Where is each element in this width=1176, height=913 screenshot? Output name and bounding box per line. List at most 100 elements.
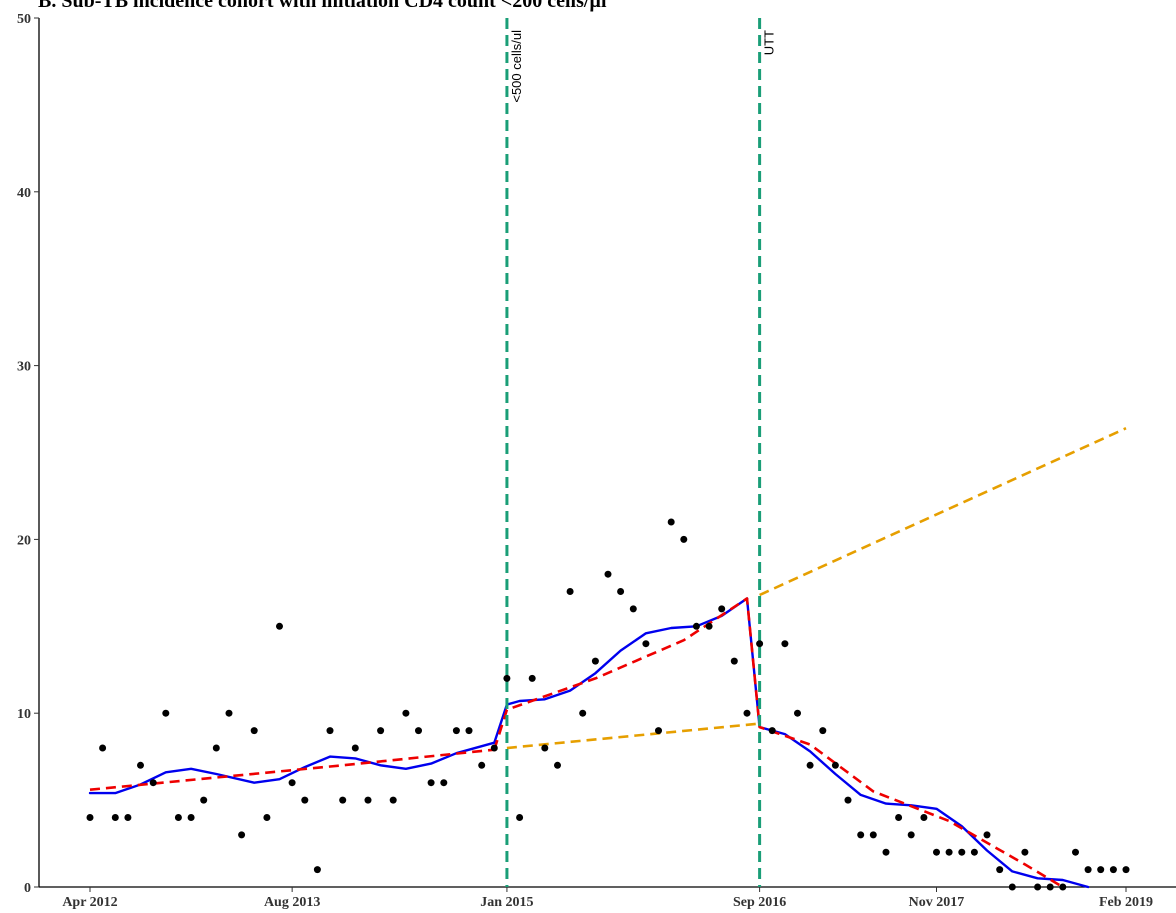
data-point — [907, 831, 915, 839]
data-point — [794, 709, 801, 717]
data-point — [238, 831, 246, 839]
data-point — [970, 848, 978, 856]
data-point — [718, 605, 726, 613]
x-tick-label: Sep 2016 — [733, 895, 786, 910]
data-point — [705, 622, 713, 630]
data-point — [1046, 883, 1054, 891]
data-point — [503, 674, 511, 682]
data-point — [857, 831, 865, 839]
data-point — [1109, 866, 1117, 874]
data-point — [617, 588, 625, 595]
dashed-series-line — [493, 597, 1064, 889]
data-point — [389, 796, 397, 804]
data-point — [364, 796, 372, 804]
observed-points — [86, 518, 1130, 891]
data-point — [339, 796, 347, 804]
data-point — [415, 727, 422, 735]
data-point — [579, 709, 587, 717]
data-point — [377, 727, 385, 735]
data-point — [174, 814, 182, 821]
data-point — [200, 796, 208, 804]
data-point — [566, 588, 574, 595]
data-point — [263, 814, 271, 821]
dashed-series-line — [506, 722, 760, 750]
data-point — [667, 518, 675, 526]
data-point — [819, 727, 827, 735]
fitted-series-line — [745, 597, 1090, 889]
axes — [38, 18, 1176, 888]
data-point — [629, 605, 637, 613]
dashed-series-line — [759, 427, 1127, 597]
data-point — [743, 709, 751, 717]
data-point — [402, 709, 410, 717]
y-tick-label: 20 — [17, 533, 31, 548]
vertical-line-label: <500 cells/ul — [509, 30, 524, 103]
data-point — [86, 814, 94, 821]
data-point — [1097, 866, 1105, 874]
data-point — [111, 814, 119, 821]
data-point — [882, 848, 890, 856]
data-point — [149, 779, 157, 787]
data-point — [554, 761, 561, 769]
data-point — [768, 727, 776, 735]
x-tick-label: Jan 2015 — [480, 895, 533, 910]
y-tick-label: 10 — [17, 707, 31, 722]
data-point — [958, 848, 966, 856]
data-point — [604, 570, 612, 578]
data-point — [692, 622, 700, 630]
data-point — [1021, 848, 1029, 856]
data-point — [895, 814, 903, 821]
vertical-lines: <500 cells/ul UTT — [505, 18, 777, 887]
data-point — [250, 727, 258, 735]
y-tick-label: 30 — [17, 360, 31, 375]
data-point — [1122, 866, 1130, 874]
data-point — [1059, 883, 1067, 891]
data-point — [427, 779, 435, 787]
data-point — [541, 744, 549, 752]
data-point — [1072, 848, 1079, 856]
data-point — [781, 640, 789, 648]
data-point — [869, 831, 877, 839]
data-point — [288, 779, 296, 787]
data-point — [831, 761, 839, 769]
data-point — [680, 535, 688, 543]
data-point — [452, 727, 460, 735]
series-layer — [88, 427, 1127, 889]
fitted-series-line — [88, 741, 496, 795]
data-point — [99, 744, 107, 752]
data-point — [351, 744, 359, 752]
x-ticks: Apr 2012 Aug 2013 Jan 2015 Sep 2016 Nov 2017… — [62, 887, 1153, 910]
data-point — [1034, 883, 1042, 891]
data-point — [326, 727, 334, 735]
y-ticks: 0 10 20 30 40 50 — [17, 12, 39, 896]
data-point — [301, 796, 309, 804]
data-point — [516, 814, 524, 821]
y-tick-label: 50 — [17, 12, 31, 27]
data-point — [187, 814, 195, 821]
data-point — [225, 709, 233, 717]
chart-title: B. Sub-TB incidence cohort with initiati… — [38, 0, 607, 12]
y-tick-label: 0 — [24, 881, 31, 896]
data-point — [920, 814, 928, 821]
data-point — [642, 640, 650, 648]
data-point — [806, 761, 814, 769]
data-point — [591, 657, 599, 665]
x-tick-label: Nov 2017 — [909, 895, 965, 910]
data-point — [137, 761, 144, 769]
data-point — [528, 674, 536, 682]
y-tick-label: 40 — [17, 186, 31, 201]
data-point — [996, 866, 1004, 874]
data-point — [124, 814, 132, 821]
data-point — [478, 761, 486, 769]
data-point — [756, 640, 764, 648]
data-point — [440, 779, 448, 787]
data-point — [1084, 866, 1092, 874]
fitted-series-line — [493, 597, 749, 744]
data-point — [162, 709, 170, 717]
x-tick-label: Apr 2012 — [62, 895, 117, 910]
data-point — [276, 622, 283, 630]
vertical-line-label: UTT — [762, 30, 777, 55]
data-point — [212, 744, 220, 752]
data-point — [465, 727, 473, 735]
